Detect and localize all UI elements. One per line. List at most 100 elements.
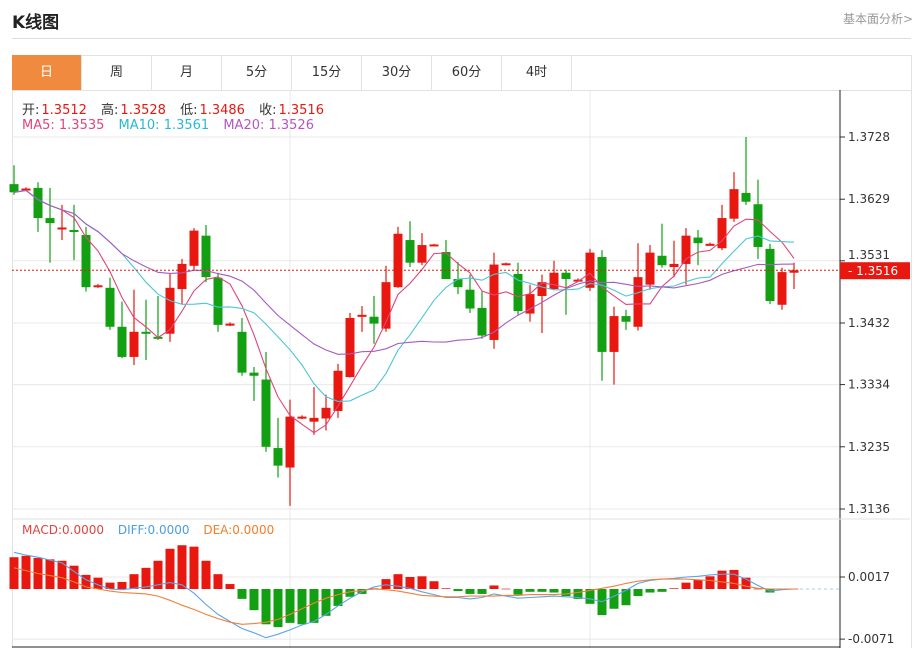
close-value: 1.3516	[278, 103, 324, 118]
candle-body	[45, 218, 55, 224]
candle-body	[237, 331, 247, 373]
macd-bar	[477, 589, 487, 594]
macd-bar	[693, 579, 703, 589]
candle-body	[573, 279, 583, 282]
macd-bar	[585, 589, 595, 604]
candle-body	[117, 326, 127, 357]
candle-body	[729, 189, 739, 219]
macd-bar	[393, 574, 403, 589]
y-tick-label: 1.3629	[848, 192, 890, 206]
macd-info: MACD:0.0000 DIFF:0.0000 DEA:0.0000	[22, 523, 274, 537]
ma10-value: MA10: 1.3561	[118, 118, 210, 133]
ma10-line	[13, 189, 795, 402]
candle-body	[513, 273, 523, 312]
candle-body	[633, 277, 643, 327]
dea-value: DEA:0.0000	[203, 523, 275, 537]
high-label: 高:	[101, 103, 119, 118]
candle-body	[285, 416, 295, 468]
candle-body	[453, 279, 463, 288]
tab-day[interactable]: 日	[12, 55, 82, 90]
tab-15min[interactable]: 15分	[292, 55, 362, 90]
y-tick-label: 1.3136	[848, 502, 890, 516]
macd-bar	[609, 589, 619, 609]
macd-bar	[489, 585, 499, 589]
candle-body	[465, 289, 475, 309]
open-label: 开:	[22, 103, 40, 118]
candle-body	[561, 272, 571, 280]
macd-bar	[441, 588, 451, 589]
tab-30min[interactable]: 30分	[362, 55, 432, 90]
tab-5min[interactable]: 5分	[222, 55, 292, 90]
macd-bar	[453, 589, 463, 592]
low-value: 1.3486	[199, 103, 245, 118]
macd-bar	[213, 574, 223, 589]
macd-bar	[525, 589, 535, 592]
ohlc-info: 开: 1.3512 高: 1.3528 低: 1.3486 收: 1.3516	[22, 99, 334, 118]
macd-bar	[705, 576, 715, 589]
macd-bar	[177, 545, 187, 589]
macd-bar	[669, 588, 679, 589]
candle-body	[81, 235, 91, 288]
macd-bar	[645, 589, 655, 593]
candle-body	[741, 192, 751, 202]
candle-body	[345, 317, 355, 378]
candle-body	[753, 204, 763, 247]
tab-4hour[interactable]: 4时	[502, 55, 572, 90]
candle-body	[417, 245, 427, 263]
candle-body	[309, 417, 319, 422]
tab-60min[interactable]: 60分	[432, 55, 502, 90]
candle-body	[477, 307, 487, 336]
y-tick-label: 1.3235	[848, 440, 890, 454]
candle-body	[549, 272, 559, 290]
macd-bar	[321, 589, 331, 616]
open-value: 1.3512	[41, 103, 87, 118]
macd-bar	[729, 569, 739, 589]
macd-bar	[297, 589, 307, 625]
macd-bar	[105, 582, 115, 589]
candle-body	[669, 263, 679, 268]
y-tick-label: 1.3432	[848, 316, 890, 330]
tab-week[interactable]: 周	[82, 55, 152, 90]
candle-body	[645, 252, 655, 285]
macd-bar	[513, 589, 523, 595]
ma20-value: MA20: 1.3526	[223, 118, 314, 133]
macd-value: MACD:0.0000	[22, 523, 105, 537]
macd-bar	[129, 574, 139, 589]
candle-body	[249, 372, 259, 376]
candle-body	[21, 188, 31, 191]
macd-bar	[189, 546, 199, 589]
macd-bar	[81, 574, 91, 589]
candle-body	[717, 218, 727, 249]
ma5-line	[13, 189, 795, 434]
macd-bar	[261, 589, 271, 625]
macd-bar	[225, 584, 235, 589]
macd-bar	[573, 589, 583, 599]
dea-line	[13, 567, 794, 625]
macd-bar	[549, 589, 559, 593]
macd-bar	[381, 579, 391, 589]
candle-body	[621, 316, 631, 322]
macd-bar	[237, 589, 247, 599]
candle-body	[69, 230, 79, 232]
fundamental-analysis-link[interactable]: 基本面分析>	[842, 12, 913, 26]
candle-body	[489, 264, 499, 340]
macd-bar	[465, 589, 475, 594]
candle-body	[597, 257, 607, 352]
divider	[12, 38, 911, 39]
diff-value: DIFF:0.0000	[117, 523, 190, 537]
candle-body	[333, 370, 343, 411]
candle-body	[609, 316, 619, 352]
candle-body	[369, 316, 379, 324]
candle-body	[393, 233, 403, 288]
tab-month[interactable]: 月	[152, 55, 222, 90]
candle-body	[93, 285, 103, 288]
macd-bar	[201, 560, 211, 589]
ma-info: MA5: 1.3535 MA10: 1.3561 MA20: 1.3526	[22, 118, 316, 133]
candle-body	[429, 244, 439, 247]
macd-bar	[249, 589, 259, 611]
candle-body	[105, 287, 115, 327]
macd-bar	[309, 589, 319, 623]
macd-bar	[57, 560, 67, 589]
macd-bar	[561, 589, 571, 597]
